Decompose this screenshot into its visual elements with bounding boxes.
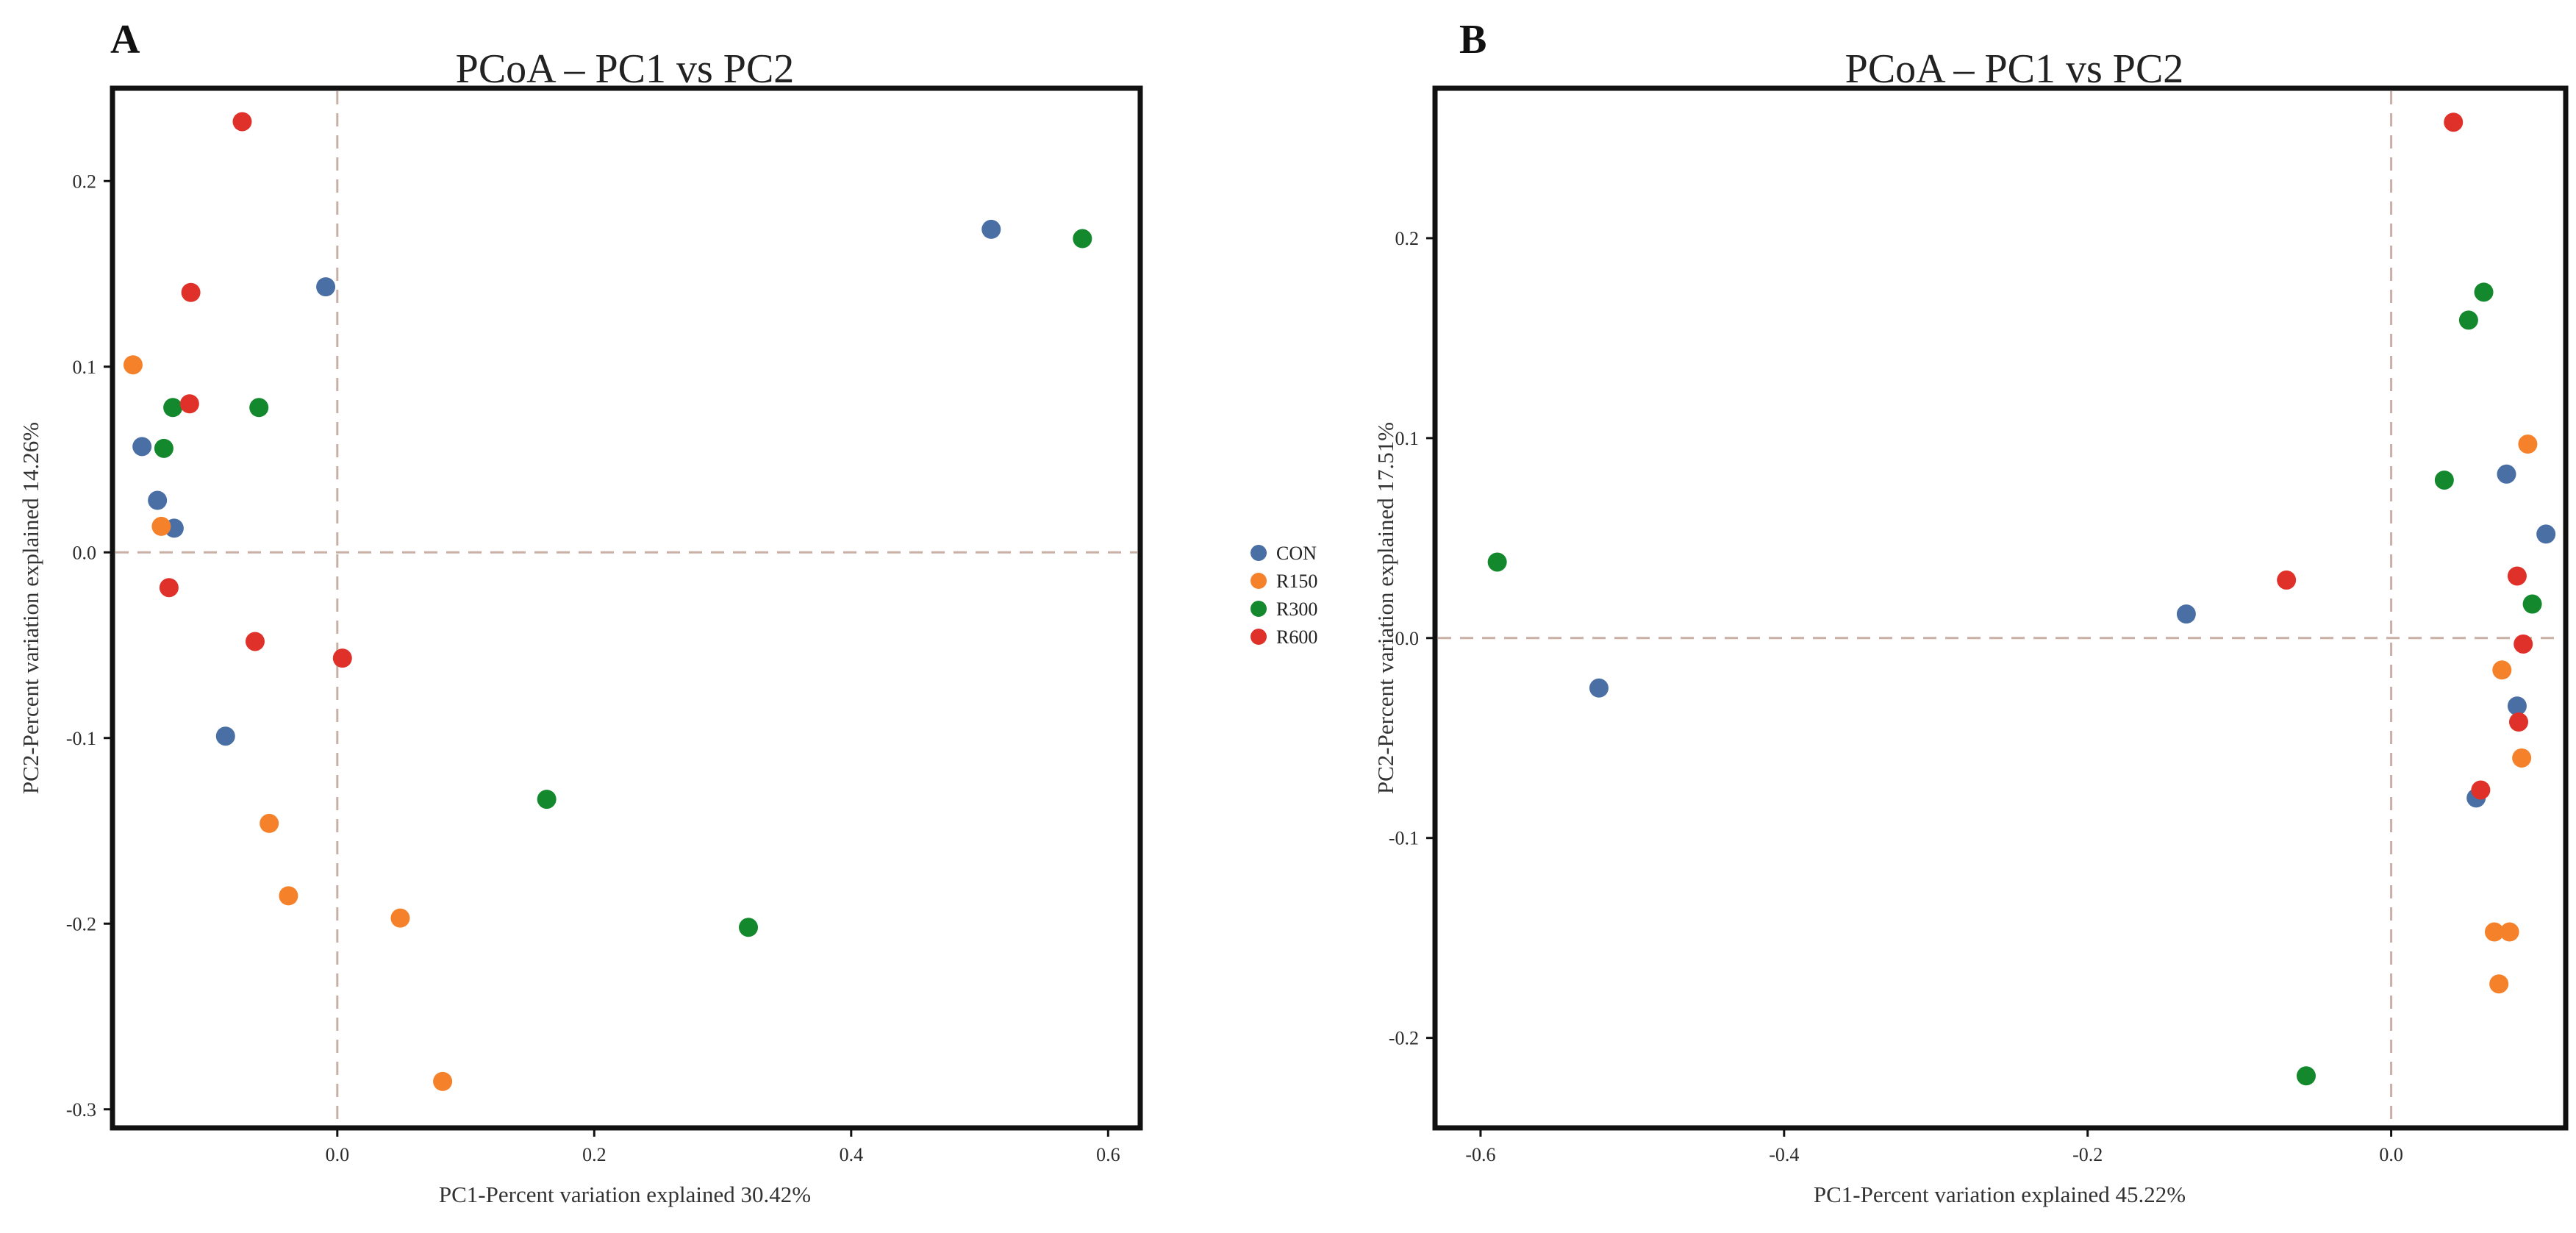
point-r150: [2500, 922, 2519, 942]
point-r150: [2512, 748, 2532, 768]
point-r150: [2489, 974, 2509, 994]
y-tick-label: 0.1: [1395, 428, 1420, 449]
point-r600: [332, 648, 352, 668]
panel-a: A PCoA – PC1 vs PC2 0.0 0.2 0.4 0.6 -0.3-0.…: [18, 17, 1143, 1207]
point-con: [132, 437, 152, 457]
legend-swatch-con: [1251, 545, 1267, 561]
legend: CON R150 R300 R600: [1251, 543, 1317, 648]
point-r300: [2434, 470, 2454, 490]
panel-a-x-ticks: 0.0 0.2 0.4 0.6: [326, 1128, 1120, 1165]
point-r600: [2277, 570, 2297, 590]
panel-b-x-ticks: -0.6 -0.4 -0.2 0.0: [1465, 1128, 2403, 1165]
y-tick-label: -0.1: [1389, 828, 1419, 849]
point-r300: [249, 398, 269, 418]
point-r600: [232, 112, 252, 132]
panel-b-y-ticks: -0.2 -0.1 0.0 0.1 0.2: [1389, 228, 1435, 1049]
y-tick-label: 0.0: [1395, 628, 1420, 649]
point-r300: [739, 918, 759, 937]
point-con: [316, 277, 336, 297]
point-r600: [181, 282, 201, 302]
legend-swatch-r150: [1251, 573, 1267, 589]
y-tick-label: 0.2: [1395, 228, 1420, 249]
panel-a-points: [123, 112, 1092, 1091]
legend-swatch-r300: [1251, 601, 1267, 617]
point-r150: [433, 1071, 453, 1091]
y-tick-label: -0.1: [66, 728, 96, 749]
point-r600: [179, 394, 199, 414]
x-tick-label: -0.6: [1465, 1144, 1495, 1165]
y-tick-label: -0.3: [66, 1099, 96, 1121]
point-con: [215, 726, 235, 746]
point-r150: [2518, 435, 2538, 454]
point-con: [2507, 696, 2527, 716]
point-r150: [260, 813, 279, 833]
panel-a-title: PCoA – PC1 vs PC2: [456, 46, 795, 92]
panel-b-plot-frame: [1432, 85, 2569, 1131]
point-con: [148, 490, 168, 510]
x-tick-label: -0.2: [2072, 1144, 2103, 1165]
point-r150: [279, 886, 298, 906]
point-r150: [390, 908, 410, 928]
y-tick-label: -0.2: [1389, 1028, 1419, 1049]
point-r300: [2458, 310, 2478, 330]
point-r300: [163, 398, 183, 418]
point-r300: [2474, 282, 2494, 302]
y-tick-label: 0.2: [73, 171, 97, 192]
legend-label-r150: R150: [1276, 571, 1317, 592]
point-r600: [2471, 780, 2491, 800]
y-tick-label: 0.1: [73, 357, 97, 378]
point-con: [2497, 464, 2516, 484]
x-tick-label: 0.0: [2379, 1144, 2403, 1165]
point-r600: [2444, 112, 2464, 132]
point-r600: [2514, 634, 2533, 654]
x-tick-label: 0.2: [582, 1144, 607, 1165]
point-r600: [159, 578, 179, 598]
x-tick-label: -0.4: [1769, 1144, 1799, 1165]
panel-a-x-axis-title: PC1-Percent variation explained 30.42%: [439, 1182, 811, 1207]
point-con: [981, 219, 1001, 239]
point-r300: [154, 438, 173, 458]
y-tick-label: -0.2: [66, 913, 96, 934]
panel-a-y-ticks: -0.3 -0.2 -0.1 0.0 0.1 0.2: [66, 171, 112, 1121]
point-r600: [2507, 566, 2527, 586]
x-tick-label: 0.0: [326, 1144, 350, 1165]
panel-a-reference-lines: [115, 91, 1137, 1125]
point-r600: [2509, 712, 2529, 732]
point-con: [2536, 524, 2556, 544]
y-tick-label: 0.0: [73, 542, 97, 563]
point-r300: [1487, 552, 1507, 572]
panel-b-points: [1487, 112, 2556, 1086]
point-r150: [2484, 922, 2504, 942]
point-r300: [1073, 229, 1092, 249]
point-r600: [245, 632, 265, 651]
panel-b-reference-lines: [1438, 91, 2563, 1125]
legend-swatch-r600: [1251, 629, 1267, 645]
point-r150: [123, 355, 143, 375]
panel-b: B PCoA – PC1 vs PC2 -0.6 -0.4 -0.2 0.0 -0.2…: [1373, 17, 2569, 1207]
panel-b-title: PCoA – PC1 vs PC2: [1845, 46, 2184, 92]
panel-b-y-axis-title: PC2-Percent variation explained 17.51%: [1373, 422, 1398, 794]
point-con: [2176, 604, 2196, 624]
x-tick-label: 0.6: [1096, 1144, 1120, 1165]
point-r150: [2492, 660, 2512, 680]
panel-a-y-axis-title: PC2-Percent variation explained 14.26%: [18, 422, 43, 794]
panel-b-x-axis-title: PC1-Percent variation explained 45.22%: [1814, 1182, 2186, 1207]
point-con: [1589, 678, 1609, 698]
legend-label-r600: R600: [1276, 626, 1317, 648]
legend-label-r300: R300: [1276, 598, 1317, 620]
point-r300: [537, 790, 557, 810]
panel-b-letter: B: [1459, 17, 1486, 62]
panel-a-letter: A: [110, 17, 140, 62]
point-r300: [2522, 594, 2542, 614]
legend-label-con: CON: [1276, 543, 1317, 564]
panel-a-plot-frame: [110, 85, 1143, 1131]
point-r300: [2296, 1066, 2316, 1086]
point-r150: [151, 516, 171, 536]
x-tick-label: 0.4: [840, 1144, 864, 1165]
